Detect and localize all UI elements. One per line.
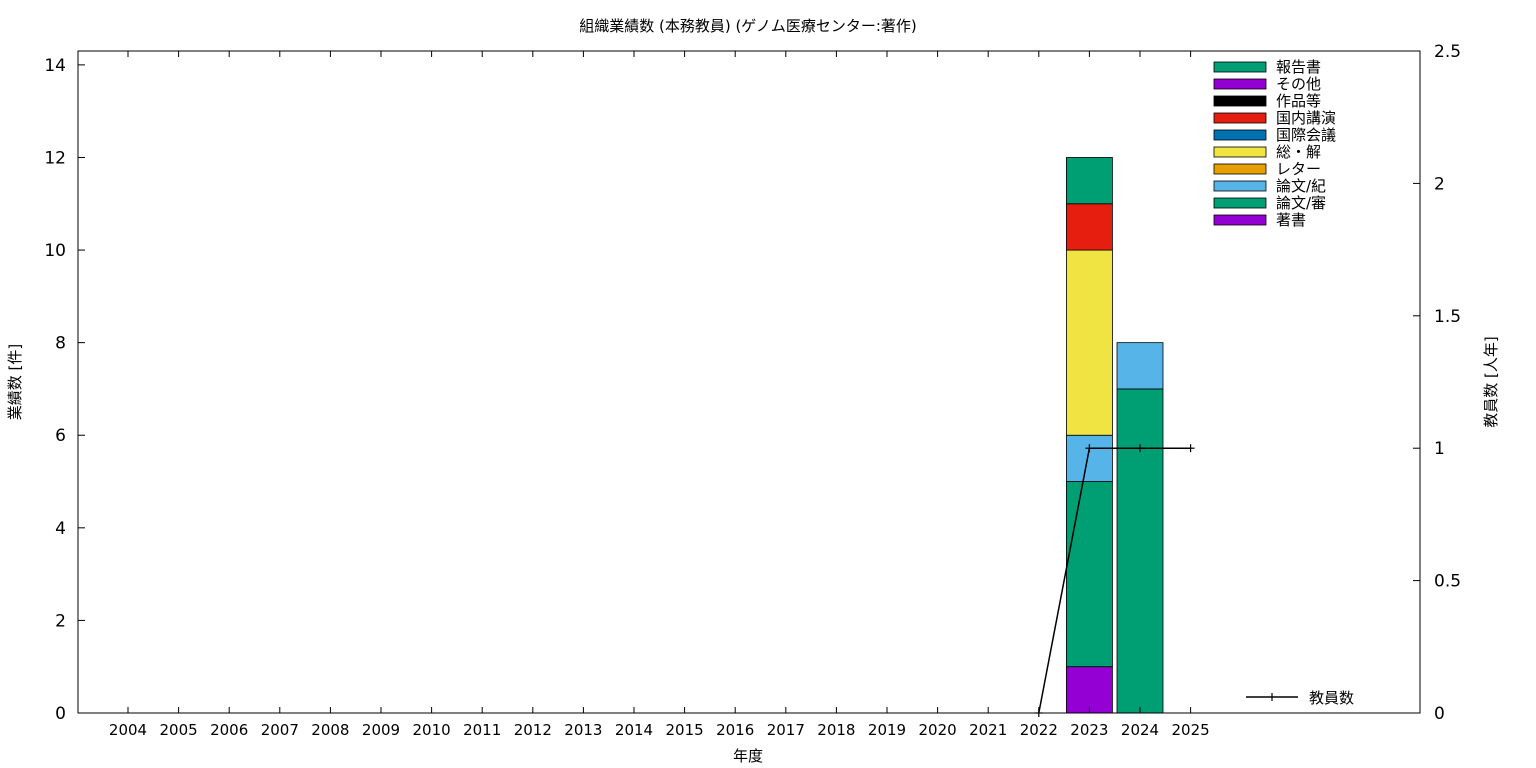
legend-label: 教員数: [1309, 689, 1354, 707]
x-tick-label: 2018: [817, 721, 855, 739]
legend-item: 国内講演: [1213, 109, 1336, 127]
x-tick-label: 2010: [413, 721, 451, 739]
legend-item-line: 教員数: [1246, 689, 1354, 707]
legend-item: 報告書: [1213, 58, 1321, 76]
x-tick-label: 2024: [1121, 721, 1159, 739]
legend-item: 総・解: [1213, 143, 1321, 161]
x-axis-label: 年度: [733, 747, 763, 765]
legend-item: 論文/審: [1213, 194, 1326, 212]
axes-layer: 0 2 4 6 8 10 12 14 0 0.5 1 1.5 2 2.5 2004 2005 2006 2007 2…: [44, 42, 1461, 739]
bar-segment: [1066, 666, 1113, 714]
legend-swatch: [1213, 180, 1267, 192]
x-tick-label: 2009: [362, 721, 400, 739]
legend-label: レター: [1276, 160, 1321, 178]
x-tick-label: 2008: [311, 721, 349, 739]
x-tick-label: 2007: [261, 721, 299, 739]
x-tick-label: 2011: [463, 721, 501, 739]
legend-label: 報告書: [1276, 58, 1321, 76]
y-tick-label: 14: [44, 56, 66, 76]
x-tick-label: 2019: [868, 721, 906, 739]
line-point: [1136, 444, 1144, 453]
line-series-path: [1038, 447, 1191, 714]
y-tick-label: 2: [55, 611, 66, 631]
bar-segment: [1116, 342, 1164, 390]
legend-label: 著書: [1276, 211, 1306, 229]
bar-segment: [1066, 434, 1113, 482]
legend-swatch: [1213, 197, 1267, 209]
y2-tick-label: 2: [1434, 174, 1445, 194]
legend-swatch: [1213, 61, 1267, 73]
legend-swatch: [1213, 78, 1267, 90]
y2-tick-label: 0.5: [1434, 572, 1461, 592]
legend-label: 作品等: [1276, 92, 1321, 110]
line-layer: [1034, 444, 1195, 717]
y-tick-label: 4: [55, 519, 66, 539]
bar-segment: [1116, 388, 1164, 714]
plot-frame: [77, 50, 1421, 714]
legend-swatch: [1213, 129, 1267, 141]
legend-label: 論文/紀: [1276, 177, 1326, 195]
legend-item: 国際会議: [1213, 126, 1336, 144]
bar-segment: [1066, 157, 1113, 205]
x-tick-label: 2016: [716, 721, 754, 739]
legend-item: 作品等: [1213, 92, 1321, 110]
legend-label: 論文/審: [1276, 194, 1326, 212]
legend-swatch: [1213, 95, 1267, 107]
y2-tick-label: 1.5: [1434, 307, 1461, 327]
y2-tick-label: 2.5: [1434, 42, 1461, 62]
y2-tick-label: 0: [1434, 704, 1445, 724]
legend-label: 国際会議: [1276, 126, 1336, 144]
chart-title: 組織業績数 (本務教員) (ゲノム医療センター:著作): [579, 17, 917, 35]
y-axis-label: 業績数 [件]: [6, 344, 24, 420]
bar-segment: [1066, 203, 1113, 251]
x-tick-label: 2015: [666, 721, 704, 739]
legend-item: その他: [1213, 75, 1321, 93]
legend-item: 論文/紀: [1213, 177, 1326, 195]
x-tick-label: 2021: [969, 721, 1007, 739]
line-point: [1186, 444, 1195, 453]
bar-segment: [1066, 249, 1113, 436]
y-tick-label: 10: [44, 241, 66, 261]
legend-label: 総・解: [1276, 143, 1321, 161]
legend-swatch: [1213, 146, 1267, 158]
x-tick-label: 2005: [160, 721, 198, 739]
legend-label: 国内講演: [1276, 109, 1336, 127]
x-tick-label: 2020: [919, 721, 957, 739]
y-tick-label: 0: [55, 704, 66, 724]
legend-item: レター: [1213, 160, 1321, 178]
x-tick-label: 2012: [514, 721, 552, 739]
y-tick-label: 8: [55, 334, 66, 354]
y2-tick-label: 1: [1434, 439, 1445, 459]
legend-swatch: [1213, 214, 1267, 226]
bars-layer: [1066, 157, 1164, 714]
y2-axis-label: 教員数 [人年]: [1482, 336, 1500, 427]
x-tick-label: 2014: [615, 721, 653, 739]
legend-swatch: [1213, 163, 1267, 175]
x-tick-label: 2013: [564, 721, 602, 739]
line-point: [1085, 444, 1094, 453]
legend-label: その他: [1276, 75, 1321, 93]
legend-item: 著書: [1213, 211, 1306, 229]
x-tick-label: 2006: [210, 721, 248, 739]
bar-segment: [1066, 481, 1113, 668]
x-tick-label: 2004: [109, 721, 147, 739]
x-tick-label: 2022: [1020, 721, 1058, 739]
legend-swatch: [1213, 112, 1267, 124]
y-tick-label: 6: [55, 426, 66, 446]
x-tick-label: 2023: [1070, 721, 1108, 739]
y-tick-label: 12: [44, 148, 66, 168]
x-tick-label: 2025: [1172, 721, 1210, 739]
x-tick-label: 2017: [767, 721, 805, 739]
